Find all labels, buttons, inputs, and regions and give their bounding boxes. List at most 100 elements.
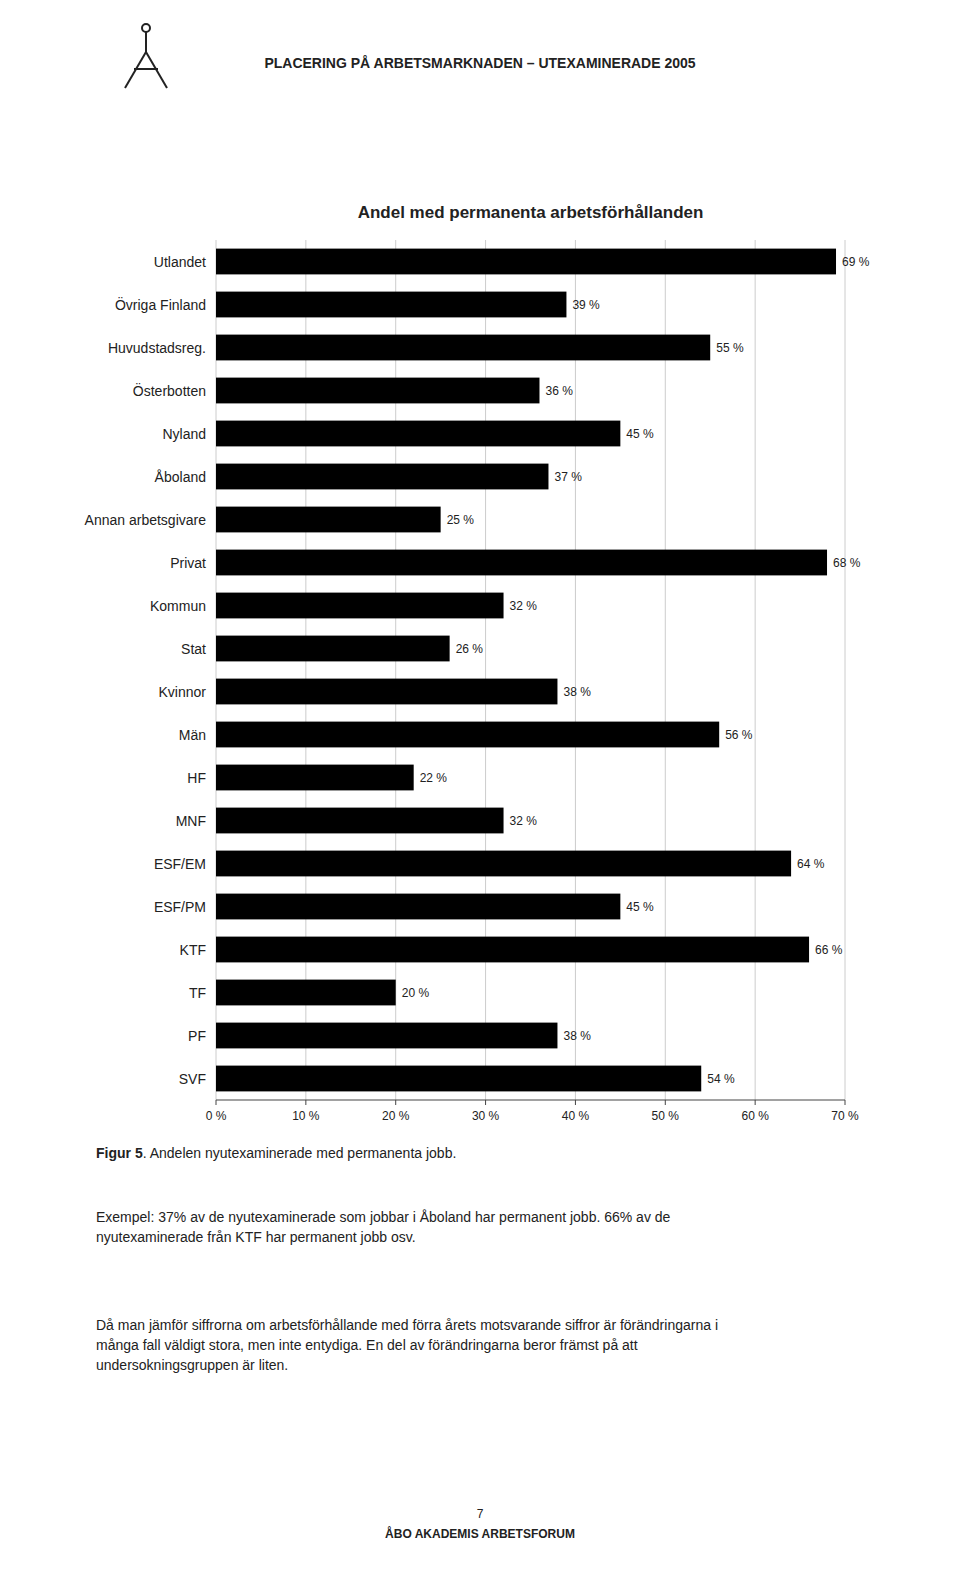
tick bbox=[395, 1100, 396, 1105]
text-line: många fall väldigt stora, men inte entyd… bbox=[96, 1337, 638, 1353]
grid-line bbox=[216, 240, 217, 1100]
text-line: undersokningsgruppen är liten. bbox=[96, 1357, 288, 1373]
footer-org: ÅBO AKADEMIS ARBETSFORUM bbox=[385, 1526, 575, 1541]
category-label: Annan arbetsgivare bbox=[85, 512, 207, 528]
tick-label: 70 % bbox=[831, 1109, 859, 1123]
bar bbox=[216, 378, 539, 404]
bar bbox=[216, 292, 566, 318]
grid bbox=[216, 240, 845, 1100]
bar bbox=[216, 1066, 701, 1092]
bar bbox=[216, 851, 791, 877]
category-label: Män bbox=[179, 727, 206, 743]
category-label: Kvinnor bbox=[159, 684, 207, 700]
bar bbox=[216, 593, 504, 619]
text-block: Då man jämför siffrorna om arbetsförhåll… bbox=[96, 1317, 718, 1373]
bar bbox=[216, 335, 710, 361]
tick-label: 20 % bbox=[382, 1109, 410, 1123]
bar bbox=[216, 894, 620, 920]
tick-label: 10 % bbox=[292, 1109, 320, 1123]
bar bbox=[216, 722, 719, 748]
bar bbox=[216, 249, 836, 275]
x-axis: 0 % 10 % 20 % 30 % 40 % 50 % 60 % 70 % bbox=[206, 1100, 859, 1123]
bar bbox=[216, 980, 396, 1006]
text-line: nyutexaminerade från KTF har permanent j… bbox=[96, 1229, 416, 1245]
bar bbox=[216, 808, 504, 834]
category-label: HF bbox=[187, 770, 206, 786]
bar bbox=[216, 464, 548, 490]
bar bbox=[216, 937, 809, 963]
category-label: Nyland bbox=[162, 426, 206, 442]
grid-line bbox=[845, 240, 846, 1100]
tick bbox=[845, 1100, 846, 1105]
footer-number: 7 bbox=[477, 1507, 484, 1521]
grid-line bbox=[305, 240, 306, 1100]
grid-line bbox=[575, 240, 576, 1100]
caption-text: . Andelen nyutexaminerade med permanenta… bbox=[143, 1145, 457, 1161]
caption-label: Figur 5 bbox=[96, 1145, 143, 1161]
tick-label: 30 % bbox=[472, 1109, 500, 1123]
bar bbox=[216, 421, 620, 447]
grid-line bbox=[395, 240, 396, 1100]
data-label: 26 % bbox=[456, 642, 484, 656]
tick bbox=[485, 1100, 486, 1105]
bar bbox=[216, 550, 827, 576]
tick-label: 60 % bbox=[741, 1109, 769, 1123]
data-label: 36 % bbox=[545, 384, 573, 398]
category-label: Stat bbox=[181, 641, 206, 657]
category-label: Utlandet bbox=[154, 254, 206, 270]
data-label: 45 % bbox=[626, 427, 654, 441]
data-label: 54 % bbox=[707, 1072, 735, 1086]
bars bbox=[216, 249, 836, 1092]
tick bbox=[305, 1100, 306, 1105]
grid-line bbox=[665, 240, 666, 1100]
data-label: 32 % bbox=[510, 814, 538, 828]
logo bbox=[125, 24, 167, 88]
text-block: Exempel: 37% av de nyutexaminerade som j… bbox=[96, 1209, 671, 1245]
logo-part bbox=[145, 30, 147, 52]
data-label: 25 % bbox=[447, 513, 475, 527]
bar bbox=[216, 636, 450, 662]
category-label: SVF bbox=[179, 1071, 206, 1087]
data-label: 32 % bbox=[510, 599, 538, 613]
axis-line bbox=[216, 1100, 845, 1101]
data-label: 39 % bbox=[572, 298, 600, 312]
y-axis: UtlandetÖvriga FinlandHuvudstadsreg.Öste… bbox=[85, 254, 207, 1087]
category-label: Övriga Finland bbox=[115, 296, 206, 313]
grid-line bbox=[485, 240, 486, 1100]
logo-part bbox=[134, 68, 158, 70]
category-label: Privat bbox=[170, 555, 206, 571]
tick-label: 40 % bbox=[562, 1109, 590, 1123]
category-label: Österbotten bbox=[133, 382, 206, 399]
category-label: PF bbox=[188, 1028, 206, 1044]
logo-part bbox=[142, 24, 150, 32]
data-label: 64 % bbox=[797, 857, 825, 871]
tick-label: 50 % bbox=[652, 1109, 680, 1123]
data-label: 38 % bbox=[563, 1029, 591, 1043]
header: PLACERING PÅ ARBETSMARKNADEN – UTEXAMINE… bbox=[264, 55, 695, 71]
data-label: 37 % bbox=[554, 470, 582, 484]
category-label: ESF/PM bbox=[154, 899, 206, 915]
caption: Figur 5. Andelen nyutexaminerade med per… bbox=[96, 1145, 456, 1161]
data-label: 68 % bbox=[833, 556, 861, 570]
data-label: 45 % bbox=[626, 900, 654, 914]
tick bbox=[755, 1100, 756, 1105]
bar bbox=[216, 1023, 557, 1049]
tick-label: 0 % bbox=[206, 1109, 227, 1123]
category-label: Kommun bbox=[150, 598, 206, 614]
data-labels: 69 % 39 % 55 % 36 % 45 % 37 % 25 % 68 % 32 % 26 %… bbox=[402, 255, 870, 1086]
data-label: 69 % bbox=[842, 255, 870, 269]
data-label: 22 % bbox=[420, 771, 448, 785]
bar bbox=[216, 765, 414, 791]
bar bbox=[216, 507, 441, 533]
data-label: 55 % bbox=[716, 341, 744, 355]
data-label: 38 % bbox=[563, 685, 591, 699]
tick bbox=[216, 1100, 217, 1105]
category-label: KTF bbox=[180, 942, 206, 958]
text-line: Då man jämför siffrorna om arbetsförhåll… bbox=[96, 1317, 718, 1333]
page: PLACERING PÅ ARBETSMARKNADEN – UTEXAMINE… bbox=[0, 0, 960, 1570]
grid-line bbox=[755, 240, 756, 1100]
data-label: 20 % bbox=[402, 986, 430, 1000]
data-label: 56 % bbox=[725, 728, 753, 742]
chart-title: Andel med permanenta arbetsförhållanden bbox=[358, 203, 704, 222]
tick bbox=[575, 1100, 576, 1105]
